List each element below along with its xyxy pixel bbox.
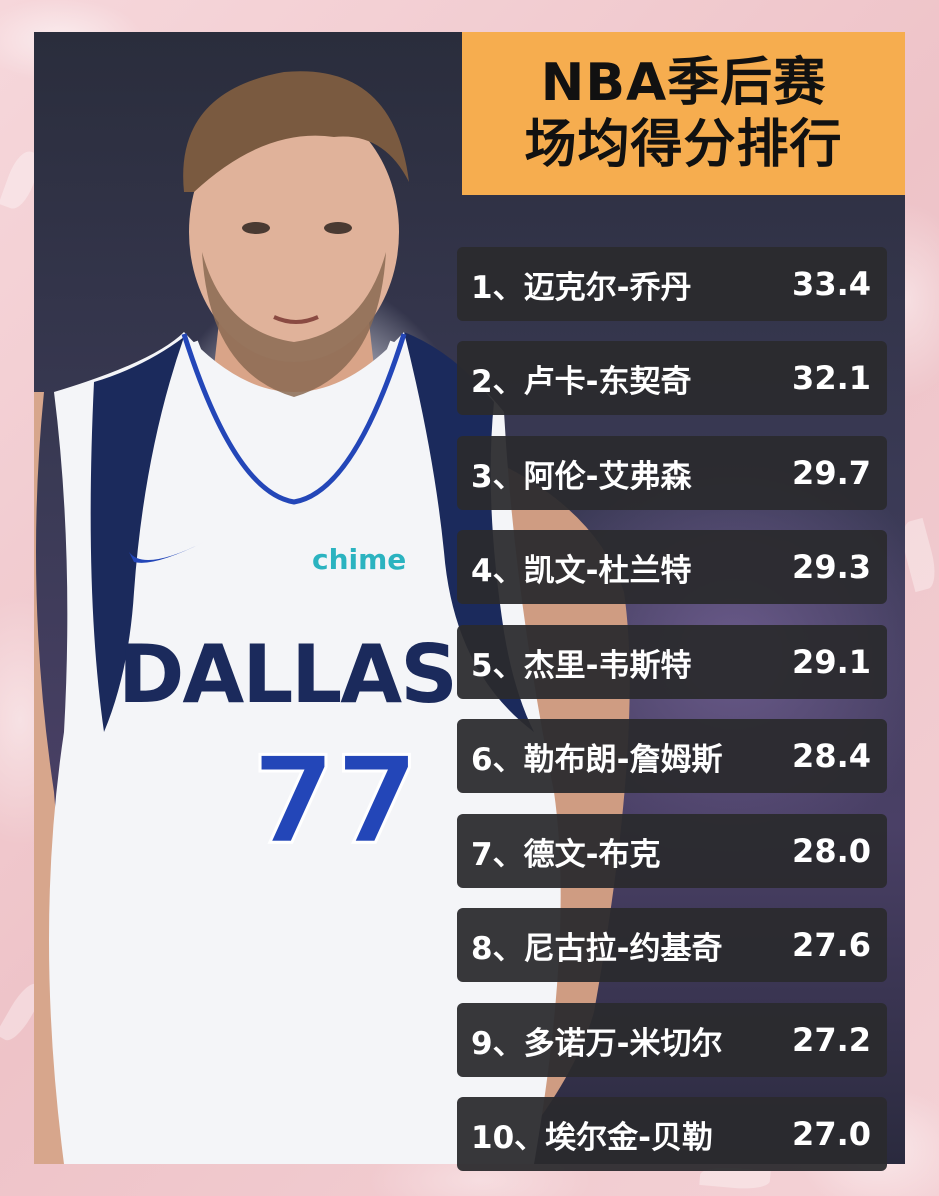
player-score: 28.0 xyxy=(792,832,871,870)
player-name: 7、德文-布克 xyxy=(471,836,661,873)
jersey-team-name: DALLAS xyxy=(118,628,456,721)
ranking-row: 6、勒布朗-詹姆斯 28.4 xyxy=(457,719,887,793)
player-name: 4、凯文-杜兰特 xyxy=(471,552,692,589)
ranking-row: 4、凯文-杜兰特 29.3 xyxy=(457,530,887,604)
ranking-row: 8、尼古拉-约基奇 27.6 xyxy=(457,908,887,982)
swoosh-logo xyxy=(129,542,204,563)
player-name: 3、阿伦-艾弗森 xyxy=(471,458,692,495)
player-score: 27.0 xyxy=(792,1115,871,1153)
player-illustration: chime DALLAS 77 xyxy=(34,71,630,1164)
player-name: 8、尼古拉-约基奇 xyxy=(471,930,723,967)
player-name: 10、埃尔金-贝勒 xyxy=(471,1119,714,1156)
player-name: 2、卢卡-东契奇 xyxy=(471,363,692,400)
jersey-number: 77 xyxy=(252,732,419,871)
title-line-1: NBA季后赛 xyxy=(540,52,827,113)
player-score: 32.1 xyxy=(792,359,871,397)
player-score: 29.7 xyxy=(792,454,871,492)
ranking-row: 10、埃尔金-贝勒 27.0 xyxy=(457,1097,887,1171)
player-score: 27.2 xyxy=(792,1021,871,1059)
player-name: 1、迈克尔-乔丹 xyxy=(471,269,692,306)
ranking-row: 9、多诺万-米切尔 27.2 xyxy=(457,1003,887,1077)
player-name: 9、多诺万-米切尔 xyxy=(471,1025,723,1062)
ranking-row: 3、阿伦-艾弗森 29.7 xyxy=(457,436,887,510)
sponsor-patch: chime xyxy=(312,543,406,576)
player-name: 5、杰里-韦斯特 xyxy=(471,647,692,684)
player-score: 29.1 xyxy=(792,643,871,681)
player-score: 29.3 xyxy=(792,548,871,586)
player-score: 33.4 xyxy=(792,265,871,303)
player-name: 6、勒布朗-詹姆斯 xyxy=(471,741,723,778)
ranking-row: 2、卢卡-东契奇 32.1 xyxy=(457,341,887,415)
title-line-2: 场均得分排行 xyxy=(524,114,843,175)
ranking-row: 1、迈克尔-乔丹 33.4 xyxy=(457,247,887,321)
title-banner: NBA季后赛 场均得分排行 xyxy=(462,32,905,195)
player-score: 28.4 xyxy=(792,737,871,775)
ranking-row: 5、杰里-韦斯特 29.1 xyxy=(457,625,887,699)
player-score: 27.6 xyxy=(792,926,871,964)
ranking-row: 7、德文-布克 28.0 xyxy=(457,814,887,888)
